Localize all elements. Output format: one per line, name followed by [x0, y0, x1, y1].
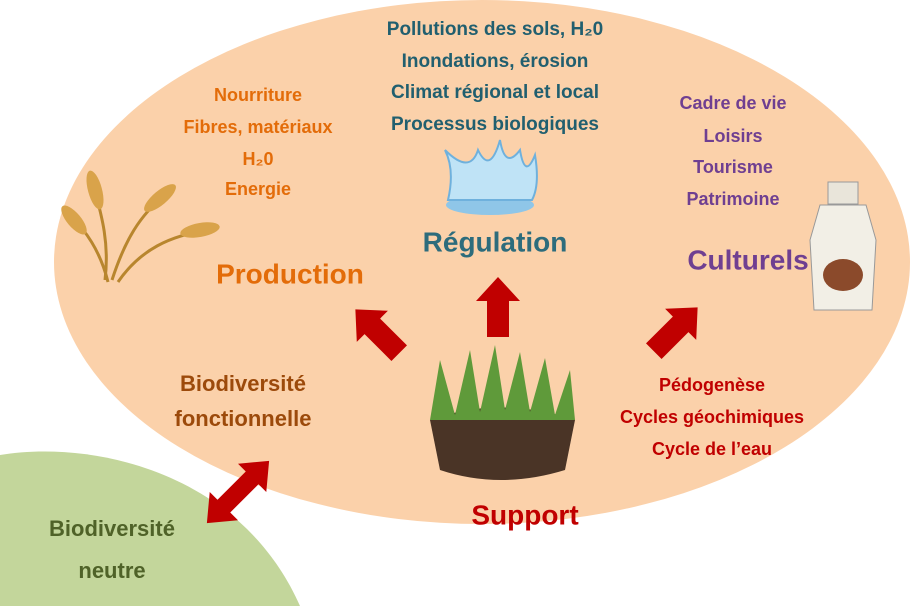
- item: Loisirs: [703, 126, 762, 146]
- biodiversite-fonctionnelle: Biodiversité fonctionnelle: [175, 371, 312, 431]
- biodiversite-neutre: Biodiversité neutre: [49, 516, 175, 583]
- item: Fibres, matériaux: [183, 117, 332, 137]
- item: Pollutions des sols, H₂0: [387, 19, 603, 40]
- arrow-production: [355, 309, 407, 361]
- arrow-biodiversity: [206, 460, 270, 524]
- ecosystem-ellipse: [54, 0, 910, 524]
- item: Cycles géochimiques: [620, 407, 804, 427]
- arrow-regulation: [476, 277, 520, 337]
- arrows: [206, 277, 698, 524]
- production-title: Production: [216, 258, 364, 289]
- arrow-culturels: [646, 307, 698, 359]
- wheat-ears: [61, 170, 220, 238]
- grass-soil-icon: [430, 345, 575, 480]
- neutral-area: [0, 451, 300, 606]
- label-line: neutre: [78, 558, 145, 583]
- item: Pédogenèse: [659, 375, 765, 395]
- regulation-title: Régulation: [423, 226, 568, 257]
- item: Nourriture: [214, 85, 302, 105]
- label-line: fonctionnelle: [175, 406, 312, 431]
- support-items: Pédogenèse Cycles géochimiques Cycle de …: [620, 375, 804, 459]
- item: Cadre de vie: [679, 93, 786, 113]
- item: Cycle de l’eau: [652, 439, 772, 459]
- milk-can-icon: [809, 181, 877, 311]
- label-line: Biodiversité: [49, 516, 175, 541]
- regulation-items: Pollutions des sols, H₂0 Inondations, ér…: [387, 19, 603, 135]
- item: Tourisme: [693, 157, 773, 177]
- item: Climat régional et local: [391, 82, 599, 103]
- culturels-title: Culturels: [687, 244, 808, 275]
- item: Processus biologiques: [391, 114, 599, 135]
- production-items: Nourriture Fibres, matériaux H₂0 Energie: [183, 85, 332, 199]
- item: Patrimoine: [686, 189, 779, 209]
- item: H₂0: [242, 149, 273, 169]
- item: Energie: [225, 179, 291, 199]
- label-line: Biodiversité: [180, 371, 306, 396]
- water-splash-icon: [444, 139, 538, 215]
- support-title: Support: [471, 499, 578, 530]
- item: Inondations, érosion: [402, 51, 589, 72]
- culturels-items: Cadre de vie Loisirs Tourisme Patrimoine: [679, 93, 786, 209]
